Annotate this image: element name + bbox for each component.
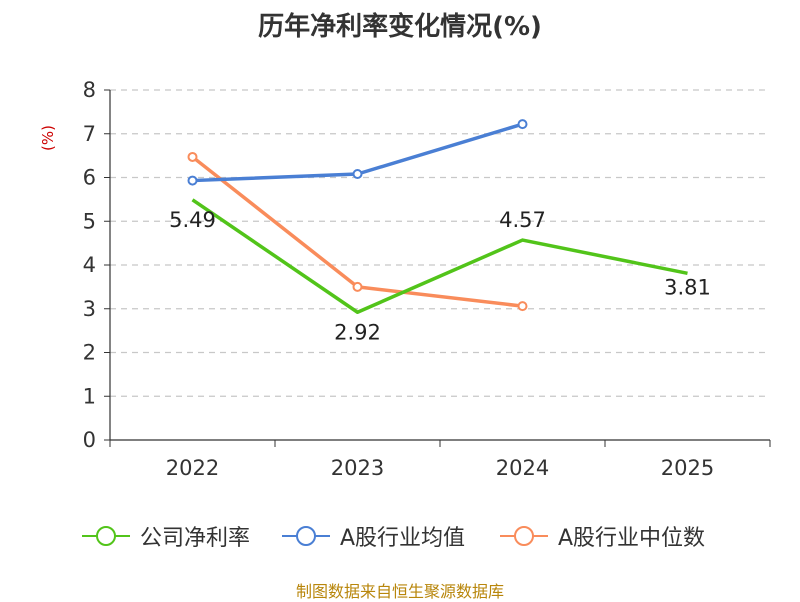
axes: 0 1 2 3 4 5 6 7 8 2022 2023 2024 2025: [83, 78, 771, 480]
legend-label-median: A股行业中位数: [558, 526, 706, 551]
data-point: [187, 151, 198, 162]
data-label: 4.57: [499, 208, 546, 232]
source-note: 制图数据来自恒生聚源数据库: [295, 582, 504, 601]
legend-item-company-net-margin[interactable]: 公司净利率: [82, 518, 250, 554]
x-tick-label: 2024: [496, 456, 549, 480]
y-tick-label: 3: [83, 297, 96, 321]
y-tick-label: 7: [83, 122, 96, 146]
y-tick-label: 5: [83, 209, 96, 233]
series-line: [191, 198, 688, 314]
legend-circle-mean: [296, 526, 316, 546]
legend-item-industry-median[interactable]: A股行业中位数: [500, 518, 705, 554]
legend-marker-median: [500, 526, 548, 546]
data-point: [352, 169, 363, 179]
legend-label-mean: A股行业均值: [340, 526, 466, 551]
data-point: [517, 119, 528, 130]
y-tick-label: 0: [83, 428, 96, 452]
chart-title: 历年净利率变化情况(%): [258, 12, 542, 42]
gridlines: [110, 89, 770, 397]
series-group: [187, 119, 688, 314]
y-axis-label: (%): [39, 125, 57, 151]
y-tick-label: 8: [83, 78, 96, 102]
y-tick-label: 2: [83, 341, 96, 365]
y-tick-label: 1: [83, 384, 96, 408]
data-label: 5.49: [169, 208, 216, 232]
data-label: 3.81: [664, 275, 711, 299]
legend-item-industry-mean[interactable]: A股行业均值: [282, 518, 465, 554]
data-label: 2.92: [334, 320, 381, 344]
y-tick-label: 6: [83, 166, 96, 190]
legend-circle-company: [96, 526, 116, 546]
y-tick-label: 4: [83, 253, 96, 277]
legend-circle-median: [514, 526, 534, 546]
x-tick-label: 2022: [166, 456, 219, 480]
data-point: [187, 175, 198, 186]
data-labels: 5.49 2.92 4.57 3.81: [169, 208, 711, 344]
data-point: [517, 301, 528, 312]
legend-marker-mean: [282, 526, 330, 546]
x-tick-label: 2023: [331, 456, 384, 480]
legend-label-company: 公司净利率: [140, 526, 251, 551]
legend-marker-company: [82, 526, 130, 546]
x-tick-label: 2025: [661, 456, 714, 480]
data-point: [352, 281, 363, 292]
